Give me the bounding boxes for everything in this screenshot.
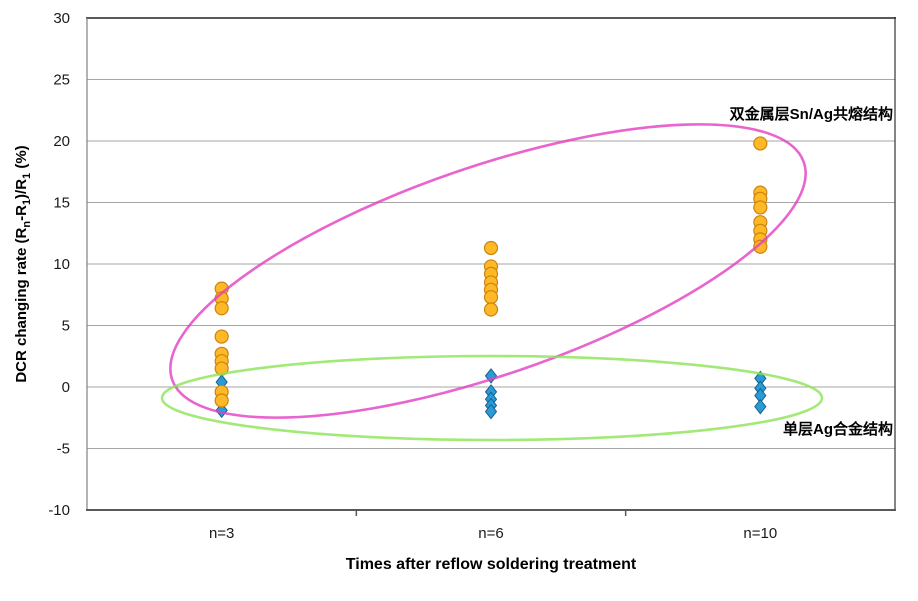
y-tick-label: 25 (53, 72, 70, 89)
y-tick-label: -10 (48, 502, 70, 519)
x-tick-label: n=6 (478, 525, 503, 542)
data-point-circle (483, 302, 499, 317)
data-point-circle (753, 136, 768, 151)
y-axis-title-segment: )/R (13, 178, 30, 199)
annotation-snag-label: 双金属层Sn/Ag共熔结构 (729, 106, 893, 123)
data-point-circle (483, 240, 499, 256)
y-tick-label: 30 (53, 10, 70, 27)
data-point-circle (753, 239, 768, 254)
y-tick-label: 5 (62, 318, 70, 335)
data-point-circle (214, 301, 229, 316)
x-tick-label: n=10 (743, 525, 777, 542)
ag-group-ellipse (160, 354, 824, 442)
data-point-circle (214, 393, 229, 408)
y-axis-title-segment: DCR changing rate (R (13, 227, 30, 383)
data-point-circle (483, 290, 499, 305)
data-point-circle (214, 329, 229, 344)
y-tick-label: 10 (53, 256, 70, 273)
data-point-diamond (484, 403, 498, 420)
annotation-ag-label: 单层Ag合金结构 (783, 421, 893, 438)
y-tick-label: 15 (53, 195, 70, 212)
y-axis-title-segment: n (21, 220, 33, 228)
y-tick-label: -5 (57, 441, 70, 458)
snag-group-ellipse (169, 123, 807, 419)
data-point-circle (753, 200, 768, 215)
data-point-diamond (754, 398, 767, 415)
y-axis-title-segment: (%) (13, 145, 30, 173)
y-axis-title: DCR changing rate (Rn-R1)/R1 (%) (13, 94, 33, 434)
y-axis-title-segment: 1 (21, 172, 33, 179)
x-tick-label: n=3 (209, 525, 234, 542)
y-tick-label: 0 (62, 379, 70, 396)
y-tick-label: 20 (53, 133, 70, 150)
y-axis-title-segment: 1 (21, 198, 33, 206)
x-axis-title: Times after reflow soldering treatment (345, 556, 637, 573)
y-axis-title-segment: -R (13, 205, 30, 221)
